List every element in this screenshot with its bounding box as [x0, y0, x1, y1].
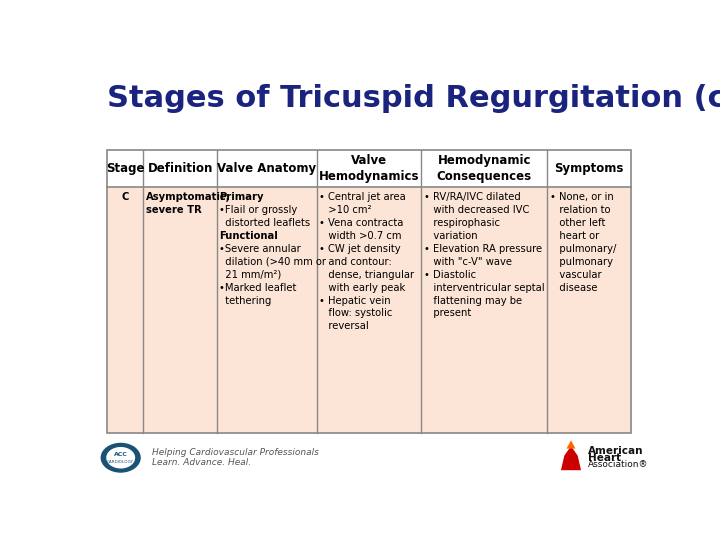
Text: Symptoms: Symptoms — [554, 162, 624, 176]
Text: respirophasic: respirophasic — [423, 218, 500, 228]
Circle shape — [101, 443, 141, 472]
Text: distorted leaflets: distorted leaflets — [219, 218, 310, 228]
Text: ACC: ACC — [114, 452, 127, 457]
Text: disease: disease — [549, 282, 597, 293]
Text: Hemodynamic
Consequences: Hemodynamic Consequences — [437, 154, 532, 183]
Text: other left: other left — [549, 218, 605, 228]
Text: with decreased IVC: with decreased IVC — [423, 205, 529, 215]
Bar — [107, 150, 631, 433]
Text: C: C — [122, 192, 129, 202]
Text: flattening may be: flattening may be — [423, 295, 522, 306]
Text: Functional: Functional — [219, 231, 278, 241]
Text: interventricular septal: interventricular septal — [423, 282, 544, 293]
Text: • Elevation RA pressure: • Elevation RA pressure — [423, 244, 542, 254]
Text: American: American — [588, 446, 643, 456]
Text: pulmonary: pulmonary — [549, 257, 613, 267]
Text: 21 mm/m²): 21 mm/m²) — [219, 270, 282, 280]
Text: with early peak: with early peak — [319, 282, 405, 293]
Text: Association®: Association® — [588, 460, 648, 469]
Text: •Flail or grossly: •Flail or grossly — [219, 205, 297, 215]
Text: Valve
Hemodynamics: Valve Hemodynamics — [319, 154, 419, 183]
Circle shape — [107, 447, 135, 469]
Text: vascular: vascular — [549, 270, 601, 280]
Text: pulmonary/: pulmonary/ — [549, 244, 616, 254]
Text: Helping Cardiovascular Professionals: Helping Cardiovascular Professionals — [153, 448, 320, 457]
Text: dense, triangular: dense, triangular — [319, 270, 414, 280]
Text: • Diastolic: • Diastolic — [423, 270, 476, 280]
Text: • Hepatic vein: • Hepatic vein — [319, 295, 390, 306]
Text: >10 cm²: >10 cm² — [319, 205, 372, 215]
Text: variation: variation — [423, 231, 477, 241]
Text: • None, or in: • None, or in — [549, 192, 613, 202]
Text: reversal: reversal — [319, 321, 369, 332]
Text: Stage: Stage — [106, 162, 144, 176]
Text: Definition: Definition — [148, 162, 213, 176]
Text: present: present — [423, 308, 471, 319]
Text: tethering: tethering — [219, 295, 271, 306]
Text: flow: systolic: flow: systolic — [319, 308, 392, 319]
Text: Learn. Advance. Heal.: Learn. Advance. Heal. — [153, 458, 251, 467]
Bar — [107, 150, 631, 187]
Text: • CW jet density: • CW jet density — [319, 244, 400, 254]
Text: heart or: heart or — [549, 231, 599, 241]
Text: with "c-V" wave: with "c-V" wave — [423, 257, 512, 267]
Text: width >0.7 cm: width >0.7 cm — [319, 231, 401, 241]
Text: Stages of Tricuspid Regurgitation (cont.): Stages of Tricuspid Regurgitation (cont.… — [107, 84, 720, 112]
Text: • Vena contracta: • Vena contracta — [319, 218, 403, 228]
Text: Asymptomatic,
severe TR: Asymptomatic, severe TR — [146, 192, 231, 215]
Text: dilation (>40 mm or: dilation (>40 mm or — [219, 257, 326, 267]
Text: Valve Anatomy: Valve Anatomy — [217, 162, 316, 176]
Polygon shape — [567, 440, 575, 449]
Text: • RV/RA/IVC dilated: • RV/RA/IVC dilated — [423, 192, 521, 202]
Text: • Central jet area: • Central jet area — [319, 192, 405, 202]
Text: •Severe annular: •Severe annular — [219, 244, 301, 254]
Text: Heart: Heart — [588, 453, 621, 463]
Text: CARDIOLOGY: CARDIOLOGY — [107, 460, 134, 464]
Text: and contour:: and contour: — [319, 257, 392, 267]
Text: Primary: Primary — [219, 192, 264, 202]
Text: relation to: relation to — [549, 205, 610, 215]
Bar — [107, 187, 631, 433]
Text: •Marked leaflet: •Marked leaflet — [219, 282, 297, 293]
Polygon shape — [561, 446, 581, 470]
